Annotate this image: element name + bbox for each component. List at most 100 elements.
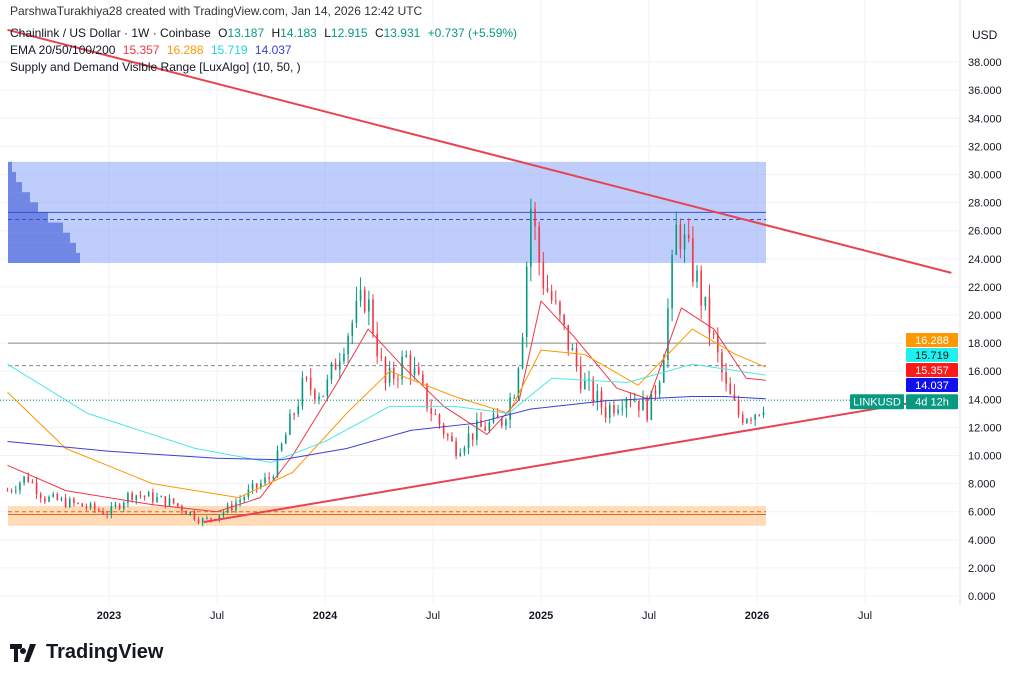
candle-body (106, 514, 108, 516)
volume-profile-bar (8, 232, 70, 243)
y-tick-label: 4.000 (968, 535, 996, 547)
candle-body (621, 408, 624, 410)
candle-body (658, 382, 661, 395)
countdown-text: 4d 12h (915, 396, 949, 408)
ema100-value: 15.719 (210, 43, 248, 57)
candle-body (118, 504, 121, 509)
candle-body (143, 495, 146, 497)
currency-label[interactable]: USD (972, 28, 998, 42)
candle-body (330, 363, 333, 380)
symbol-tag-text: LINKUSD (853, 396, 901, 408)
y-tick-label: 12.000 (968, 422, 1002, 434)
candle-body (164, 496, 167, 506)
candle-body (68, 498, 71, 508)
candle-body (127, 493, 129, 503)
ema50-value: 16.288 (166, 43, 204, 57)
y-tick-label: 24.000 (968, 254, 1002, 266)
indicator-legend[interactable]: Supply and Demand Visible Range [LuxAlgo… (10, 60, 301, 74)
x-tick-label: Jul (642, 610, 656, 622)
volume-profile-bar (8, 252, 80, 264)
candle-body (484, 426, 486, 431)
candle-body (442, 424, 445, 435)
ema200-price-label (906, 378, 958, 392)
candle-body (546, 288, 549, 292)
candle-body (741, 414, 744, 423)
candle-body (667, 308, 669, 360)
candle-body (534, 208, 536, 227)
x-tick-label: Jul (858, 610, 872, 622)
candle-body (280, 443, 283, 451)
candle-body (746, 419, 748, 423)
candle-body (334, 363, 337, 370)
ema50-line (7, 328, 766, 499)
candle-body (193, 511, 196, 520)
candle-body (218, 515, 221, 520)
candle-body (696, 270, 698, 283)
candle-body (762, 412, 765, 416)
candle-body (413, 367, 416, 375)
candle-body (737, 399, 740, 415)
ema200-value: 14.037 (254, 43, 292, 57)
candle-body (326, 379, 329, 396)
candle-body (712, 333, 715, 335)
candle-body (338, 361, 341, 370)
candle-body (430, 408, 432, 414)
ema100-price-text: 15.719 (915, 350, 949, 362)
candle-body (131, 493, 133, 500)
candle-body (417, 367, 420, 375)
candle-body (114, 504, 117, 507)
candle-body (671, 254, 673, 309)
candle-body (596, 391, 599, 403)
candle-body (721, 352, 723, 373)
y-tick-label: 22.000 (968, 282, 1002, 294)
close-value: 13.931 (383, 26, 421, 40)
candle-body (604, 407, 607, 418)
low-label: L (324, 26, 331, 40)
ema200-line (7, 395, 766, 461)
candle-body (309, 377, 312, 390)
high-label: H (271, 26, 281, 40)
candle-body (725, 372, 727, 384)
candle-body (625, 399, 628, 409)
candle-body (343, 354, 345, 362)
tradingview-logo[interactable]: TradingView (10, 641, 163, 664)
candle-body (6, 490, 9, 492)
countdown-tag (906, 394, 958, 410)
candle-body (27, 476, 30, 482)
change-value: +0.737 (+5.59%) (427, 26, 518, 40)
candle-body (172, 498, 175, 504)
candle-body (397, 378, 399, 380)
candle-body (197, 519, 200, 523)
y-tick-label: 6.000 (968, 507, 996, 519)
open-value: 13.187 (227, 26, 265, 40)
candle-body (633, 400, 636, 402)
candle-body (401, 356, 403, 380)
candle-body (592, 379, 594, 403)
y-tick-label: 0.000 (968, 591, 996, 603)
candle-body (181, 505, 183, 512)
candle-body (708, 296, 711, 334)
candle-body (14, 490, 17, 492)
volume-profile-bar (8, 222, 63, 233)
candle-body (276, 450, 279, 477)
ema50-price-label (906, 333, 958, 347)
y-tick-label: 36.000 (968, 85, 1002, 97)
demand-zone (8, 506, 766, 526)
candle-body (48, 496, 50, 502)
downtrend-line (7, 28, 952, 274)
candle-body (571, 348, 574, 351)
open-label: O (218, 26, 228, 40)
candle-body (19, 482, 21, 491)
candle-body (608, 405, 611, 418)
ema-legend[interactable]: EMA 20/50/100/200 15.357 16.288 15.719 1… (10, 43, 296, 57)
candle-body (554, 300, 557, 302)
symbol-legend[interactable]: Chainlink / US Dollar · 1W · Coinbase O1… (10, 26, 521, 40)
ema200-price-text: 14.037 (915, 380, 949, 392)
candle-body (305, 377, 308, 379)
candle-body (517, 368, 520, 398)
candle-body (650, 390, 653, 420)
ema-label: EMA 20/50/100/200 (10, 43, 116, 57)
candle-body (687, 234, 690, 239)
y-tick-label: 26.000 (968, 226, 1002, 238)
